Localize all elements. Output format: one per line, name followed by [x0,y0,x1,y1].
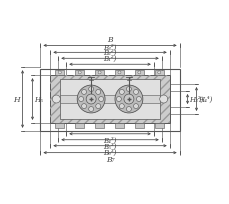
Circle shape [136,97,141,102]
Circle shape [116,97,121,102]
Bar [95,71,104,76]
Bar [55,71,64,76]
Text: B: B [107,36,112,44]
Circle shape [98,97,103,102]
Text: H₅: H₅ [34,95,43,103]
Bar [55,123,64,128]
Circle shape [78,97,83,102]
Circle shape [95,90,100,95]
Circle shape [133,90,138,95]
Circle shape [126,107,131,112]
Text: H₃²): H₃²) [189,95,203,103]
Circle shape [119,90,124,95]
Circle shape [123,95,133,104]
Bar [95,123,104,128]
Circle shape [88,107,93,112]
Text: B₇: B₇ [105,155,114,163]
Circle shape [77,86,105,113]
Circle shape [95,104,100,109]
Circle shape [159,96,167,103]
Bar [154,71,163,76]
Circle shape [81,104,86,109]
Text: B₄³): B₄³) [103,136,116,144]
Bar [50,76,169,123]
Circle shape [86,95,96,104]
Bar [134,71,143,76]
Circle shape [137,72,140,74]
Bar [114,123,123,128]
Circle shape [157,72,160,74]
Circle shape [78,72,81,74]
Text: B₃²): B₃²) [103,43,116,51]
Circle shape [88,87,93,92]
Text: B₅³): B₅³) [103,142,116,150]
Bar [154,123,163,128]
Text: B₁²): B₁²) [103,55,116,63]
Bar [114,71,123,76]
Circle shape [52,96,60,103]
Bar [75,71,84,76]
Text: H₄⁴): H₄⁴) [198,95,212,103]
Text: H: H [13,95,19,103]
Circle shape [98,72,101,74]
Bar [50,76,169,123]
Circle shape [117,72,120,74]
Circle shape [126,87,131,92]
Bar [40,70,179,131]
Circle shape [119,104,124,109]
Circle shape [133,104,138,109]
Circle shape [81,90,86,95]
Text: B₆³): B₆³) [103,148,116,156]
Circle shape [114,86,142,113]
Circle shape [58,72,61,74]
Bar [60,96,159,103]
Text: B₂²): B₂²) [103,49,116,57]
Bar [75,123,84,128]
Bar [134,123,143,128]
Bar [60,80,159,119]
